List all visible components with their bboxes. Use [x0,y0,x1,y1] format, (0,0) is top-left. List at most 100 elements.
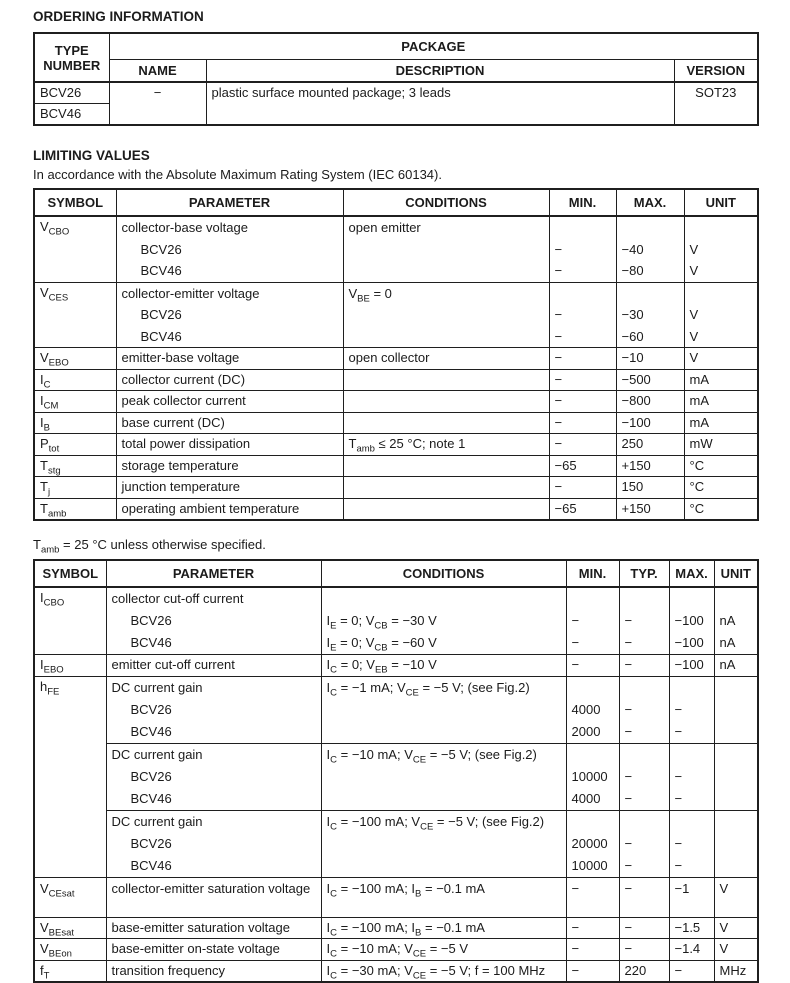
min-value: 4000 [571,790,601,806]
unit-value: V [689,241,699,257]
parameter-cell: peak collector current [115,390,344,413]
variant-name-line: BCV46 [140,328,182,344]
symbol-text: hFE [40,678,60,698]
symbol-cell: VCBO [33,215,117,283]
parameter-cell: collector-emitter saturation voltage [105,876,322,918]
parameter-text: DC current gain [111,746,203,762]
section-title-limiting-values: LIMITING VALUES [33,148,150,163]
unit-value: nA [719,613,736,628]
typ-cell: − [618,654,670,677]
table-row: IC collector current (DC) − −500 mA [33,368,759,391]
table-row: fT transition frequency IC = −30 mA; VCE… [33,959,759,983]
max-cell: −100 [668,654,715,677]
variant-name-line: BCV26 [140,307,182,322]
conditions-cell [342,497,550,521]
table-row: BCV46 [33,103,758,126]
min-cell: 4000 2000 [565,675,620,744]
unit-cell: °C [683,497,759,521]
typ-value: − [624,857,633,873]
conditions-cell: IC = −1 mA; VCE = −5 V; (see Fig.2) [320,675,567,744]
max-cell: −1 [668,876,715,918]
variant-name-line: BCV46 [140,263,182,278]
unit-cell: mA [683,368,759,391]
unit-value: V [689,263,699,278]
conditions-text: IE = 0; VCB = −60 V [326,635,437,654]
conditions-cell [342,390,550,413]
unit-cell: V [713,938,759,961]
name-cell: − [108,81,207,126]
ordering-table: TYPE NUMBER PACKAGE NAME DESCRIPTION VER… [33,32,760,126]
min-cell: − [548,433,617,456]
symbol-cell: VEBO [33,347,117,370]
col-header-min: MIN. [548,188,617,217]
symbol-cell: VBEon [33,938,107,961]
unit-cell [713,809,759,878]
min-cell: − [548,368,617,391]
max-cell: −10 [615,347,685,370]
col-header-conditions: CONDITIONS [320,559,567,588]
parameter-cell: storage temperature [115,454,344,477]
table-row: VCBO collector-base voltage BCV26 BCV46 … [33,215,759,283]
symbol-cell: ICM [33,390,117,413]
col-header-conditions: CONDITIONS [342,188,550,217]
symbol-text: VCES [40,284,69,304]
col-header-min: MIN. [565,559,620,588]
limiting-values-table: SYMBOL PARAMETER CONDITIONS MIN. MAX. UN… [33,188,759,521]
unit-cell: mA [683,390,759,413]
min-value: − [554,328,563,344]
max-cell: − − [668,809,715,878]
conditions-cell: IC = −100 mA; IB = −0.1 mA [320,916,567,939]
conditions-cell: open emitter [342,215,550,283]
parameter-cell: base-emitter on-state voltage [105,938,322,961]
typ-value: − [624,723,633,739]
col-header-unit: UNIT [683,188,759,217]
variant-name-line: BCV26 [130,701,172,717]
conditions-cell [342,411,550,434]
conditions-text: VBE = 0 [348,285,392,305]
max-value: −80 [621,263,644,278]
max-cell: −800 [615,390,685,413]
min-cell: − [565,876,620,918]
symbol-cell: VBEsat [33,916,107,939]
variant-name-line: BCV46 [130,723,172,739]
variant-name-line: BCV46 [130,857,172,873]
parameter-cell: collector cut-off current BCV26 BCV46 [105,586,322,655]
table-row: DC current gain BCV26 BCV46 IC = −100 mA… [34,809,759,878]
col-header-symbol: SYMBOL [33,559,107,588]
unit-cell: V [683,347,759,370]
conditions-cell: IC = −100 mA; VCE = −5 V; (see Fig.2) [320,809,567,878]
max-value: − [674,835,683,851]
min-cell: − [565,959,620,983]
parameter-cell: collector current (DC) [115,368,344,391]
variant-name-line: BCV26 [130,835,172,851]
table-row: VEBO emitter-base voltage open collector… [33,347,759,370]
symbol-cell: fT [33,959,107,983]
variant-name-line: BCV46 [130,635,172,650]
typ-cell: − [618,938,670,961]
max-cell: −40 −80 [615,215,685,283]
min-cell: − [565,654,620,677]
min-cell: 20000 10000 [565,809,620,878]
conditions-text: IC = −1 mA; VCE = −5 V; (see Fig.2) [326,679,530,699]
parameter-cell: transition frequency [105,959,322,983]
col-header-max: MAX. [668,559,715,588]
col-header-name: NAME [108,58,207,83]
table-row: BCV26 − plastic surface mounted package;… [33,81,759,126]
conditions-cell: VBE = 0 [342,281,550,348]
col-header-symbol: SYMBOL [33,188,117,217]
typ-value: − [624,835,633,851]
parameter-cell: collector-base voltage BCV26 BCV46 [115,215,344,283]
table-header-row: SYMBOL PARAMETER CONDITIONS MIN. MAX. UN… [33,188,759,217]
max-value: − [674,701,683,717]
parameter-text: collector-base voltage [121,220,248,235]
min-cell: − [565,916,620,939]
typ-cell: − − [618,675,670,744]
min-value: 2000 [571,723,601,739]
type-number-cell: BCV26 [33,81,110,104]
col-header-type-number: TYPE NUMBER [33,32,110,83]
unit-cell: V [713,876,759,918]
min-cell: − [548,347,617,370]
min-cell: − [548,390,617,413]
symbol-cell: IEBO [33,654,107,677]
